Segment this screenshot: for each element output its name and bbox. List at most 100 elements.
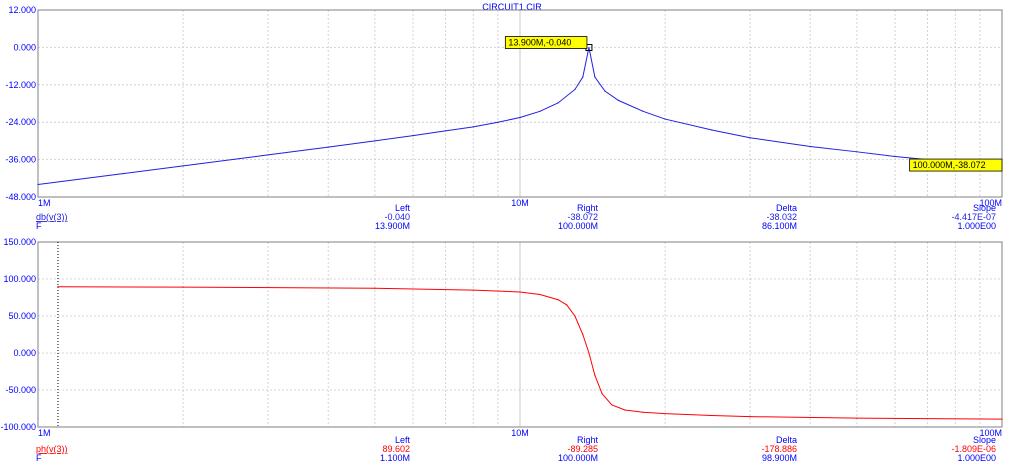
data-point [642, 110, 644, 112]
readout-value: 86.100M [762, 221, 797, 231]
readout-row-label: F [36, 221, 42, 231]
data-point [1001, 418, 1003, 420]
plot-border [37, 9, 1003, 198]
data-point [122, 173, 124, 175]
data-point [617, 99, 619, 101]
cursor-label-box [909, 158, 1003, 172]
series-line [37, 47, 1003, 186]
window-title: CIRCUIT1.CIR [482, 2, 542, 12]
data-point [604, 90, 606, 92]
y-tick-label: 0.000 [13, 42, 36, 52]
plot-border [37, 241, 1003, 428]
data-point [809, 145, 811, 148]
data-point [539, 293, 541, 296]
data-point [749, 137, 751, 139]
data-point [37, 183, 39, 186]
data-point [57, 286, 59, 288]
magnitude-panel: 12.0000.000-12.000-24.000-36.000-48.0001… [5, 5, 1003, 231]
readout-value: -38.032 [766, 212, 797, 222]
readout-header: Delta [776, 435, 797, 445]
data-point [642, 411, 644, 413]
data-point [856, 151, 858, 153]
readout-value: 1.000E00 [957, 453, 996, 463]
readout-value: -38.072 [567, 212, 598, 222]
phase-panel: 150.000 100.000 50.000 0.000 -50.000 -100.000… [0, 237, 1003, 463]
data-point [594, 374, 596, 376]
readout-value: -89.285 [567, 444, 598, 454]
readout-header: Delta [776, 203, 797, 213]
data-point [894, 155, 896, 158]
readout-value: 98.900M [762, 453, 797, 463]
cursor-label: 13.900M,-0.040 [508, 38, 571, 48]
y-tick-label: 150.000 [3, 237, 36, 247]
data-point [519, 116, 521, 119]
readout-row-label: db(v(3)) [36, 212, 68, 222]
data-point [472, 126, 474, 128]
readout-header: Left [395, 203, 411, 213]
y-tick-label: -100.000 [0, 422, 36, 432]
readout-value: 1.000E00 [957, 221, 996, 231]
x-tick-label: 100M [979, 428, 1002, 438]
readout-header: Right [577, 435, 599, 445]
x-tick-label: 1M [38, 428, 51, 438]
data-point [374, 140, 376, 142]
data-point [856, 417, 858, 419]
data-point [412, 135, 414, 137]
x-tick-label: 1M [38, 198, 51, 208]
y-tick-label: 12.000 [8, 5, 36, 15]
readout-value: -178.886 [761, 444, 797, 454]
readout-header: Right [577, 203, 599, 213]
readout-value: 89.602 [382, 444, 410, 454]
data-point [711, 129, 713, 131]
readout-header: Slope [973, 435, 996, 445]
data-point [182, 165, 184, 167]
y-tick-label: -50.000 [5, 385, 36, 395]
data-point [557, 102, 559, 104]
x-tick-label: 10M [511, 198, 529, 208]
data-point [582, 76, 584, 78]
readout-value: 100.000M [558, 453, 598, 463]
readout-value: -1.809E-06 [951, 444, 996, 454]
data-point [497, 121, 499, 123]
x-tick-label: 10M [511, 428, 529, 438]
readout-row-label: F [36, 453, 42, 463]
readout-row-label: ph(v(3)) [36, 444, 68, 454]
data-point [472, 289, 474, 291]
readout-value: 13.900M [375, 221, 410, 231]
readout-value: 100.000M [558, 221, 598, 231]
y-tick-label: -48.000 [5, 192, 36, 202]
data-point [588, 46, 590, 49]
data-point [574, 315, 576, 317]
readout-header: Slope [973, 203, 996, 213]
data-point [611, 404, 613, 406]
data-point [374, 287, 376, 289]
readout-value: -4.417E-07 [951, 212, 996, 222]
data-point [557, 299, 559, 301]
data-point [582, 333, 584, 336]
data-point [664, 413, 666, 415]
data-point [624, 409, 626, 411]
data-point [327, 146, 329, 148]
readout-header: Left [395, 435, 411, 445]
readout-value: 1.100M [380, 453, 410, 463]
y-tick-label: 50.000 [8, 311, 36, 321]
readout-value: -0.040 [384, 212, 410, 222]
data-point [267, 154, 269, 156]
data-point [749, 416, 751, 418]
cursor-label-box [504, 36, 588, 49]
y-tick-label: -24.000 [5, 117, 36, 127]
x-tick-label: 100M [979, 198, 1002, 208]
cursor-label: 100.000M,-38.072 [913, 160, 986, 170]
data-point [539, 110, 541, 112]
data-point [566, 304, 568, 306]
data-point [519, 291, 521, 293]
y-tick-label: -36.000 [5, 155, 36, 165]
data-point [444, 130, 446, 132]
data-point [594, 76, 596, 78]
data-point [182, 286, 184, 288]
y-tick-label: 0.000 [13, 348, 36, 358]
data-point [588, 352, 590, 354]
data-point [664, 118, 666, 120]
y-tick-label: 100.000 [3, 274, 36, 284]
